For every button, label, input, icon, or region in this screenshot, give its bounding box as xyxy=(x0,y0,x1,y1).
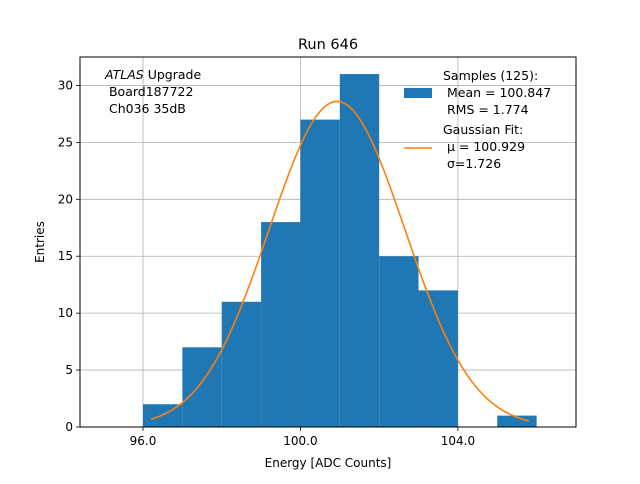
y-axis-ticks: 0 5 10 15 20 25 30 xyxy=(58,78,80,434)
annotation-atlas: ATLAS xyxy=(104,67,144,82)
y-tick-label: 30 xyxy=(58,78,73,92)
annotation-channel: Ch036 35dB xyxy=(105,101,186,116)
legend: Samples (125): Mean = 100.847 RMS = 1.77… xyxy=(404,68,551,171)
legend-samples-swatch xyxy=(404,88,432,98)
x-axis-ticks: 96.0 100.0 104.0 xyxy=(130,427,475,448)
fit-curve-group xyxy=(150,100,529,422)
x-tick-label: 104.0 xyxy=(441,434,475,448)
x-tick-label: 96.0 xyxy=(130,434,157,448)
histogram-bar xyxy=(379,256,419,427)
gaussian-fit-curve xyxy=(150,100,529,422)
x-tick-label: 100.0 xyxy=(283,434,317,448)
histogram-bar xyxy=(221,301,262,427)
annotation-upgrade: Upgrade xyxy=(144,67,202,82)
y-tick-label: 5 xyxy=(65,363,73,377)
y-tick-label: 10 xyxy=(58,306,73,320)
y-tick-label: 15 xyxy=(58,249,73,263)
annotation-board: Board187722 xyxy=(105,84,193,99)
y-tick-label: 25 xyxy=(58,135,73,149)
legend-samples-label: Samples (125): xyxy=(443,68,538,83)
histogram-bar xyxy=(497,415,537,427)
legend-fit-label: Gaussian Fit: xyxy=(443,122,523,137)
axes-frame xyxy=(79,56,577,428)
y-tick-label: 20 xyxy=(58,192,73,206)
histogram-bar xyxy=(339,74,380,428)
chart-title: Run 646 xyxy=(298,37,358,53)
legend-samples-rms: RMS = 1.774 xyxy=(443,102,529,117)
y-tick-label: 0 xyxy=(65,420,73,434)
histogram-bar xyxy=(418,290,458,427)
atlas-annotation: ATLAS Upgrade Board187722 Ch036 35dB xyxy=(104,67,201,116)
annotation-line-1: ATLAS Upgrade xyxy=(104,67,201,82)
x-axis-label: Energy [ADC Counts] xyxy=(265,456,392,470)
histogram-bar xyxy=(300,119,340,427)
legend-samples-mean: Mean = 100.847 xyxy=(443,85,551,100)
histogram-bar xyxy=(261,222,301,427)
y-axis-label: Entries xyxy=(33,221,47,263)
legend-fit-mu: μ = 100.929 xyxy=(443,139,525,154)
legend-fit-sigma: σ=1.726 xyxy=(443,156,501,171)
